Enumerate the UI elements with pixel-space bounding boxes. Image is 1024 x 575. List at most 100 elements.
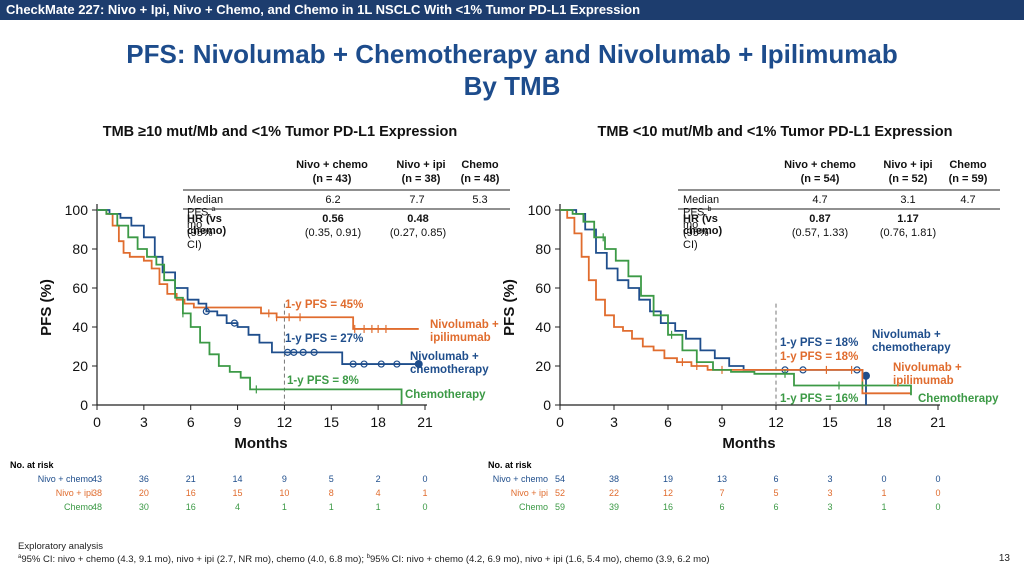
- risk-value: 5: [328, 474, 334, 484]
- median-value: 4.7: [960, 194, 976, 206]
- risk-value: 5: [773, 488, 779, 498]
- table-header-nivo-ipi: Nivo + ipi (n = 52): [883, 159, 933, 185]
- risk-row-label: Chemo: [518, 502, 548, 512]
- risk-value: 14: [232, 474, 243, 484]
- censor-mark: [299, 348, 307, 356]
- x-tick-label: 15: [822, 414, 838, 430]
- table-header-chemo: Chemo (n = 48): [460, 159, 500, 185]
- risk-value: 3: [827, 488, 833, 498]
- y-tick-label: 60: [535, 280, 551, 296]
- risk-value: 1: [281, 502, 287, 512]
- risk-value: 16: [185, 488, 196, 498]
- risk-value: 20: [138, 488, 149, 498]
- x-axis-label: Months: [722, 435, 775, 452]
- x-tick-label: 9: [234, 414, 242, 430]
- table-header-nivo-chemo: Nivo + chemo (n = 54): [784, 159, 856, 185]
- footer-line2: a95% CI: nivo + chemo (4.3, 9.1 mo), niv…: [18, 554, 710, 566]
- y-axis-label: PFS (%): [501, 279, 518, 336]
- x-tick-label: 3: [610, 414, 618, 430]
- x-tick-label: 6: [664, 414, 672, 430]
- censor-mark: [230, 319, 239, 327]
- legend-chemo-combo-line2: chemotherapy: [410, 364, 489, 376]
- risk-value: 6: [773, 474, 779, 484]
- legend-chemo-combo-line1: Nivolumab +: [410, 351, 479, 363]
- risk-table-title: No. at risk: [488, 460, 532, 470]
- hr-label: HR (vs chemo): [187, 213, 227, 237]
- median-pfs-label: Median PFS,b mo: [683, 194, 720, 231]
- median-value: 7.7: [409, 194, 425, 206]
- y-tick-label: 80: [535, 241, 551, 257]
- risk-value: 54: [554, 474, 565, 484]
- risk-value: 13: [716, 474, 727, 484]
- annotation-chemo-combo-1y: 1-y PFS = 18%: [780, 337, 858, 349]
- annotation-chemo-1y: 1-y PFS = 16%: [780, 393, 858, 405]
- legend-ipi-line1: Nivolumab +: [430, 319, 499, 331]
- risk-value: 1: [375, 502, 381, 512]
- y-tick-label: 80: [72, 241, 88, 257]
- risk-value: 39: [608, 502, 619, 512]
- risk-value: 0: [935, 488, 941, 498]
- risk-value: 1: [422, 488, 428, 498]
- page-number: 13: [998, 553, 1010, 564]
- x-tick-label: 15: [323, 414, 339, 430]
- risk-value: 21: [185, 474, 196, 484]
- legend-chemo: Chemotherapy: [918, 393, 999, 405]
- censor-mark: [377, 360, 385, 368]
- x-axis-label: Months: [234, 435, 287, 452]
- ci-value: (0.76, 1.81): [879, 227, 937, 239]
- risk-value: 12: [662, 488, 673, 498]
- legend-chemo-combo-line1: Nivolumab +: [872, 329, 941, 341]
- risk-value: 4: [375, 488, 381, 498]
- risk-value: 38: [608, 474, 619, 484]
- risk-value: 48: [91, 502, 102, 512]
- risk-value: 1: [881, 488, 887, 498]
- censor-mark: [310, 348, 318, 356]
- x-tick-label: 0: [556, 414, 564, 430]
- slide-title-line1: PFS: Nivolumab + Chemotherapy and Nivolu…: [126, 39, 898, 69]
- y-tick-label: 100: [528, 202, 552, 218]
- risk-value: 8: [328, 488, 334, 498]
- risk-value: 59: [554, 502, 565, 512]
- end-marker: [414, 360, 423, 369]
- hr-value: 0.56: [322, 213, 344, 225]
- y-tick-label: 40: [72, 319, 88, 335]
- risk-value: 22: [608, 488, 619, 498]
- ci-value: (0.57, 1.33): [791, 227, 849, 239]
- risk-value: 9: [281, 474, 287, 484]
- censor-mark: [349, 360, 357, 368]
- right-km-plot: 0 20 40 60 80 100 0 3 6 9 12 15 18 21 Months PFS (%): [501, 202, 946, 452]
- annotation-ipi-1y: 1-y PFS = 45%: [285, 299, 363, 311]
- legend-ipi-line2: ipilimumab: [893, 375, 954, 387]
- km-curve-nivolumab-chemotherapy: [97, 209, 419, 365]
- risk-row-label: Nivo + ipi: [55, 488, 93, 498]
- risk-value: 0: [422, 502, 428, 512]
- legend-chemo-combo-line2: chemotherapy: [872, 342, 951, 354]
- y-tick-label: 0: [543, 397, 551, 413]
- x-tick-label: 12: [768, 414, 784, 430]
- ci-label: (95% CI): [187, 227, 213, 251]
- risk-value: 38: [91, 488, 102, 498]
- ci-label: (95% CI): [683, 227, 709, 251]
- risk-value: 0: [935, 502, 941, 512]
- risk-row-label: Nivo + ipi: [510, 488, 548, 498]
- risk-value: 30: [138, 502, 149, 512]
- risk-row-label: Chemo: [63, 502, 93, 512]
- footer-line1: Exploratory analysis: [18, 541, 104, 552]
- km-curve-chemotherapy: [97, 209, 403, 405]
- y-tick-label: 0: [80, 397, 88, 413]
- banner-text: CheckMate 227: Nivo + Ipi, Nivo + Chemo,…: [6, 2, 641, 17]
- legend-ipi-line1: Nivolumab +: [893, 362, 962, 374]
- risk-value: 16: [185, 502, 196, 512]
- ci-value: (0.27, 0.85): [389, 227, 447, 239]
- risk-value: 4: [235, 502, 241, 512]
- risk-value: 0: [935, 474, 941, 484]
- km-curve-chemotherapy: [560, 209, 912, 396]
- table-header-nivo-ipi: Nivo + ipi (n = 38): [396, 159, 446, 185]
- median-value: 5.3: [472, 194, 488, 206]
- risk-value: 19: [662, 474, 673, 484]
- censor-mark: [202, 307, 210, 315]
- y-tick-label: 20: [535, 358, 551, 374]
- x-tick-label: 12: [277, 414, 293, 430]
- x-tick-label: 9: [718, 414, 726, 430]
- risk-value: 1: [328, 502, 334, 512]
